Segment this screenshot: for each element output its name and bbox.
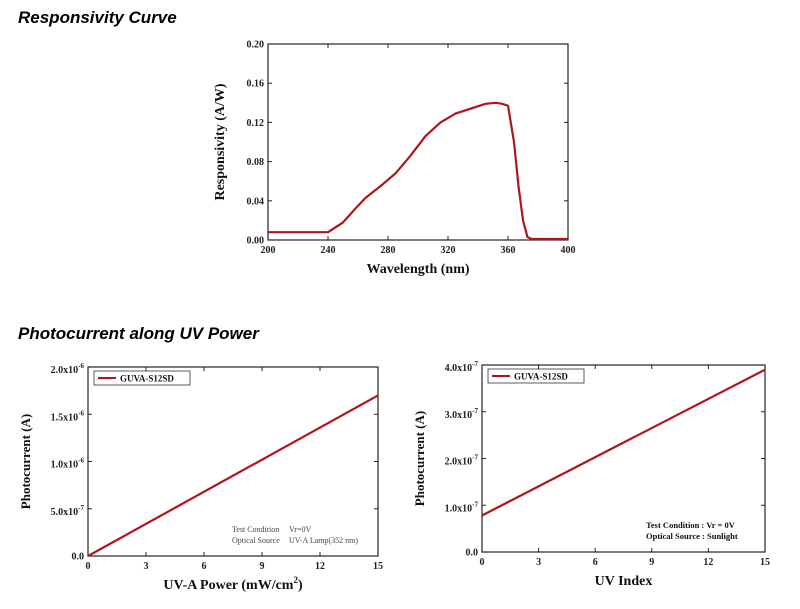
annotation-label: Test Condition (232, 525, 279, 534)
x-tick-label: 320 (441, 245, 456, 256)
x-tick-label: 9 (649, 557, 654, 568)
annotation-label: Optical Source : Sunlight (646, 531, 738, 541)
x-tick-label: 12 (315, 561, 325, 572)
y-tick-label: 3.0x10-7 (445, 407, 479, 421)
y-tick-label: 2.0x10-7 (445, 454, 479, 468)
y-tick-label: 0.08 (247, 157, 265, 168)
x-tick-label: 280 (381, 245, 396, 256)
x-tick-label: 200 (261, 245, 276, 256)
y-tick-label: 0.20 (247, 40, 265, 51)
section-title-photocurrent: Photocurrent along UV Power (18, 324, 259, 343)
y-tick-label: 2.0x10-6 (51, 362, 85, 376)
x-tick-label: 6 (202, 561, 207, 572)
y-tick-label: 1.0x10-6 (51, 457, 85, 471)
series-line (87, 394, 379, 557)
x-tick-label: 15 (760, 557, 770, 568)
x-tick-label: 3 (144, 561, 149, 572)
y-tick-label: 0.16 (247, 79, 265, 90)
y-tick-label: 1.5x10-6 (51, 409, 85, 423)
section-title-responsivity: Responsivity Curve (18, 8, 177, 27)
chart-uva-power: 0 3 6 9 12 15 0.0 5.0x10-7 1.0x10-6 1.5x10-6 2.0x1… (18, 362, 383, 593)
chart-uv-index: 0 3 6 9 12 15 0.0 1.0x10-7 2.0x10-7 3.0x10-7 4.0x1… (412, 360, 770, 589)
legend-box (93, 370, 191, 386)
x-tick-label: 0 (480, 557, 485, 568)
annotation-value: Vr=0V (289, 525, 311, 534)
series-line (268, 101, 568, 241)
y-tick-label: 0.0 (72, 552, 85, 563)
plot-frame (267, 43, 569, 241)
annotation-label: Test Condition : Vr = 0V (646, 520, 736, 530)
series-line (481, 368, 766, 517)
annotation-value: UV-A Lamp(352 nm) (289, 536, 358, 545)
y-tick-label: 5.0x10-7 (51, 504, 85, 518)
y-axis-label: Photocurrent (A) (18, 414, 33, 509)
x-tick-label: 15 (373, 561, 383, 572)
legend-box (487, 368, 585, 384)
y-tick-label: 0.00 (247, 236, 265, 247)
x-tick-label: 9 (260, 561, 265, 572)
y-tick-label: 4.0x10-7 (445, 360, 479, 374)
x-tick-label: 400 (561, 245, 576, 256)
x-tick-label: 0 (86, 561, 91, 572)
x-tick-label: 360 (501, 245, 516, 256)
y-tick-label: 1.0x10-7 (445, 500, 479, 514)
x-axis-label: UV-A Power (mW/cm2) (163, 575, 303, 593)
x-axis-label: UV Index (595, 574, 653, 589)
legend-label: GUVA-S12SD (514, 372, 568, 382)
y-tick-label: 0.04 (247, 196, 265, 207)
x-tick-label: 240 (321, 245, 336, 256)
x-tick-label: 12 (703, 557, 713, 568)
x-axis-label: Wavelength (nm) (366, 262, 469, 277)
legend-label: GUVA-S12SD (120, 374, 174, 384)
y-axis-label: Photocurrent (A) (412, 411, 427, 506)
y-tick-label: 0.0 (466, 548, 479, 559)
chart-responsivity: 200 240 280 320 360 400 0.00 0.04 0.08 0.12 0.16 0.… (213, 40, 576, 278)
y-tick-label: 0.12 (247, 118, 265, 129)
y-axis-label: Responsivity (A/W) (213, 83, 228, 200)
x-tick-label: 3 (536, 557, 541, 568)
annotation-label: Optical Source (232, 536, 280, 545)
x-tick-label: 6 (593, 557, 598, 568)
